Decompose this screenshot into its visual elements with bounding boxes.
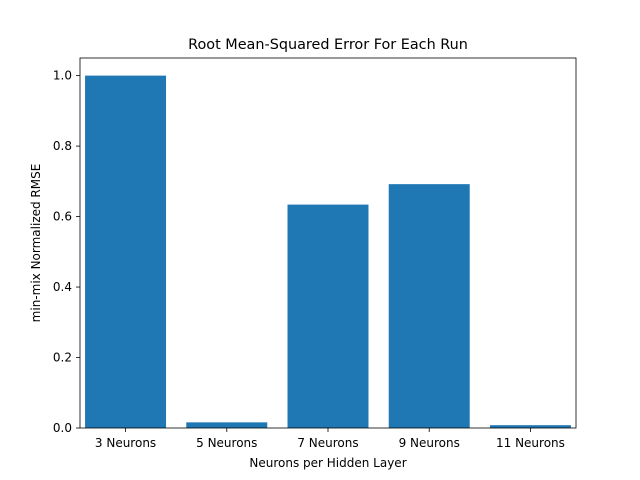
x-tick-label-0: 3 Neurons bbox=[95, 436, 156, 450]
y-axis-ticks: 0.0 0.2 0.4 0.6 0.8 1.0 bbox=[53, 69, 80, 435]
bar-4 bbox=[489, 425, 571, 428]
bar-1 bbox=[186, 422, 268, 428]
chart-title: Root Mean-Squared Error For Each Run bbox=[188, 37, 468, 53]
x-axis-ticks: 3 Neurons 5 Neurons 7 Neurons 9 Neurons 11 N… bbox=[95, 428, 565, 450]
y-tick-label-4: 0.8 bbox=[53, 139, 72, 153]
bar-3 bbox=[388, 184, 470, 428]
y-tick-label-0: 0.0 bbox=[53, 421, 72, 435]
y-axis-label: min-mix Normalized RMSE bbox=[29, 164, 43, 323]
plot-frame bbox=[79, 57, 577, 429]
x-tick-label-3: 9 Neurons bbox=[399, 436, 460, 450]
x-tick-label-4: 11 Neurons bbox=[496, 436, 565, 450]
x-tick-label-2: 7 Neurons bbox=[297, 436, 358, 450]
y-tick-label-2: 0.4 bbox=[53, 280, 72, 294]
x-axis-label: Neurons per Hidden Layer bbox=[249, 456, 406, 470]
y-tick-label-1: 0.2 bbox=[53, 351, 72, 365]
y-tick-label-5: 1.0 bbox=[53, 69, 72, 83]
bar-2 bbox=[287, 204, 369, 428]
x-tick-label-1: 5 Neurons bbox=[196, 436, 257, 450]
bar-0 bbox=[85, 75, 167, 429]
y-tick-label-3: 0.6 bbox=[53, 210, 72, 224]
bars-group bbox=[85, 75, 571, 429]
